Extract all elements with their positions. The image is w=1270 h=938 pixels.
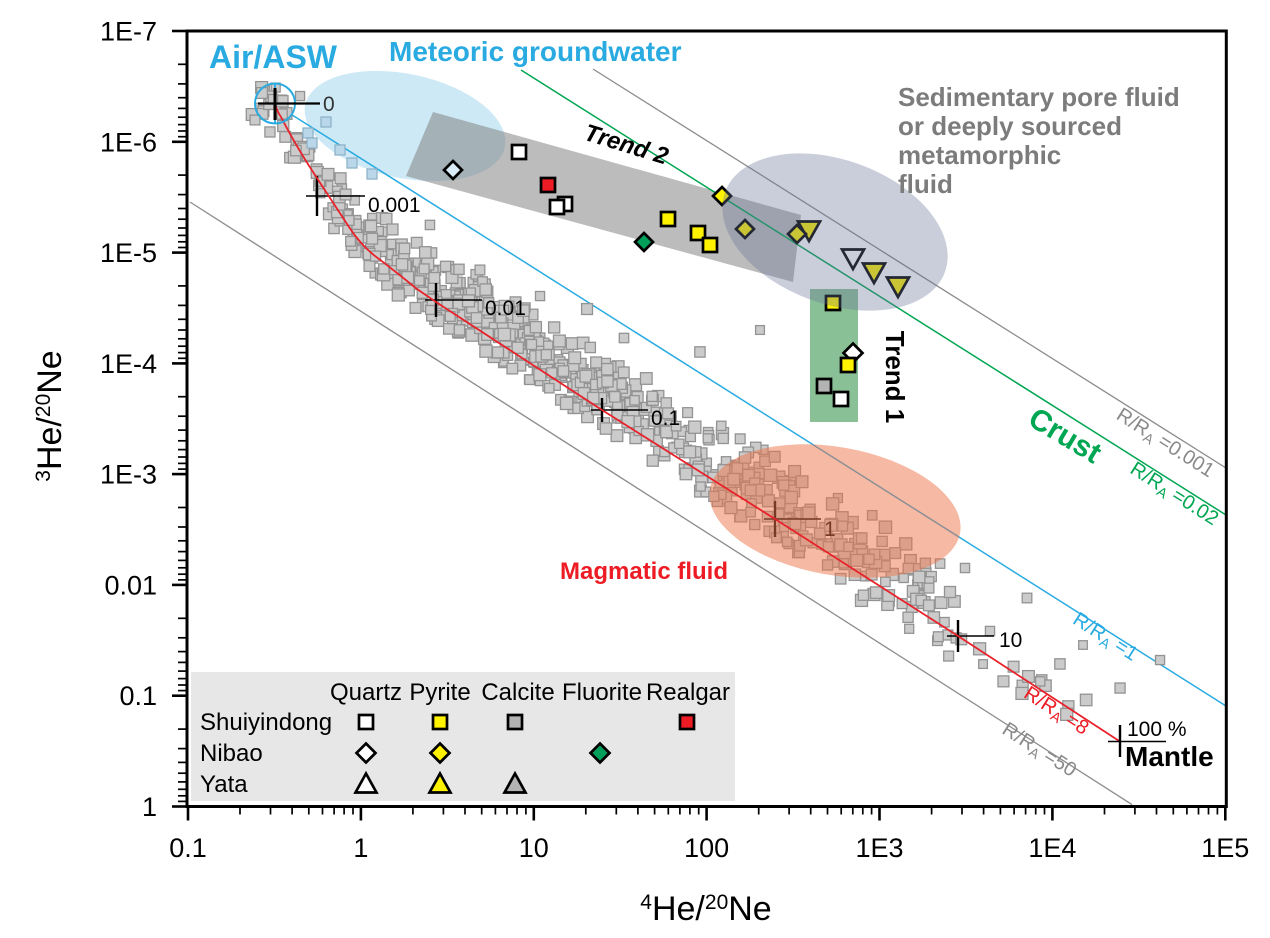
svg-text:Calcite: Calcite: [481, 679, 554, 706]
svg-text:Realgar: Realgar: [646, 679, 730, 706]
svg-text:metamorphic: metamorphic: [898, 140, 1061, 170]
svg-text:10: 10: [999, 629, 1022, 652]
svg-text:Magmatic fluid: Magmatic fluid: [560, 558, 728, 585]
svg-text:1E3: 1E3: [855, 833, 903, 863]
svg-text:0.1: 0.1: [651, 407, 680, 430]
svg-text:1E-3: 1E-3: [100, 460, 157, 490]
svg-text:Mantle: Mantle: [1125, 741, 1214, 772]
svg-text:0.01: 0.01: [104, 570, 157, 600]
svg-text:0.01: 0.01: [485, 297, 526, 320]
svg-text:0.1: 0.1: [169, 833, 207, 863]
svg-text:1E-6: 1E-6: [100, 127, 157, 157]
svg-text:0: 0: [323, 93, 335, 116]
svg-text:100: 100: [684, 833, 729, 863]
svg-text:Air/ASW: Air/ASW: [209, 39, 338, 75]
svg-text:Meteoric groundwater: Meteoric groundwater: [389, 36, 682, 67]
svg-text:1E-5: 1E-5: [100, 238, 157, 268]
svg-text:Fluorite: Fluorite: [562, 679, 642, 706]
svg-text:1: 1: [142, 792, 157, 822]
svg-text:0.001: 0.001: [368, 194, 421, 217]
svg-text:4He/20Ne: 4He/20Ne: [640, 890, 771, 928]
svg-text:1E5: 1E5: [1201, 833, 1249, 863]
svg-text:1E-4: 1E-4: [100, 349, 157, 379]
svg-text:1E4: 1E4: [1028, 833, 1076, 863]
svg-text:10: 10: [519, 833, 549, 863]
svg-text:0.1: 0.1: [119, 681, 157, 711]
svg-text:Quartz: Quartz: [330, 679, 402, 706]
svg-text:Yata: Yata: [200, 771, 248, 798]
svg-text:fluid: fluid: [898, 169, 953, 199]
svg-text:100 %: 100 %: [1127, 718, 1187, 741]
svg-text:or deeply sourced: or deeply sourced: [898, 111, 1122, 141]
svg-text:1E-7: 1E-7: [100, 17, 157, 47]
svg-text:Nibao: Nibao: [200, 740, 263, 767]
svg-text:Sedimentary pore fluid: Sedimentary pore fluid: [898, 82, 1180, 112]
svg-text:Trend 1: Trend 1: [880, 331, 910, 423]
svg-text:Shuiyindong: Shuiyindong: [200, 709, 332, 736]
svg-text:1: 1: [353, 833, 368, 863]
svg-text:3He/20Ne: 3He/20Ne: [31, 350, 69, 481]
svg-text:Pyrite: Pyrite: [409, 679, 470, 706]
